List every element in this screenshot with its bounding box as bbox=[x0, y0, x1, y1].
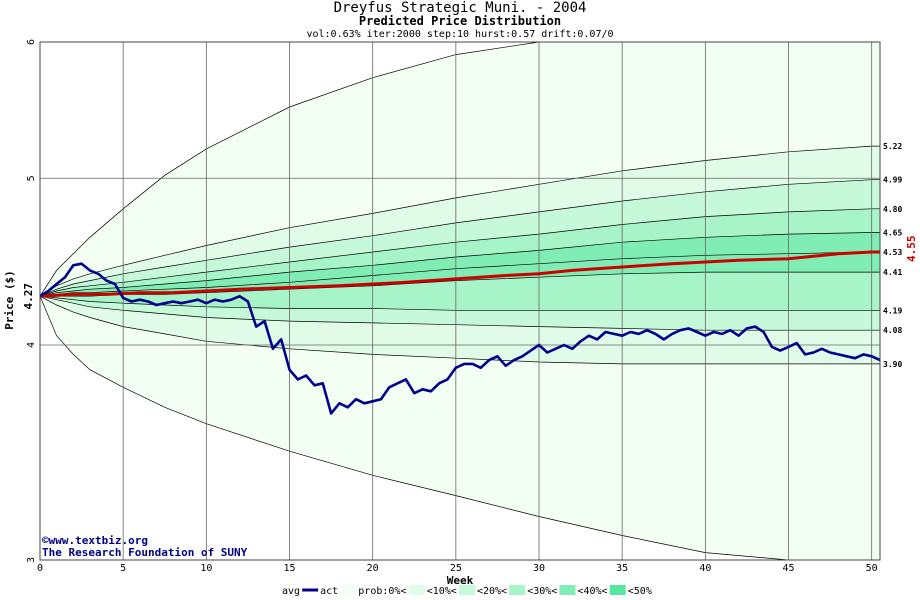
x-tick-0: 0 bbox=[37, 563, 43, 574]
chart-subtitle: Predicted Price Distribution bbox=[359, 14, 561, 28]
legend-label-4: <20%< bbox=[477, 586, 507, 597]
x-tick-25: 25 bbox=[450, 563, 462, 574]
percentile-label-1: 4.99 bbox=[883, 176, 902, 185]
x-tick-15: 15 bbox=[283, 563, 295, 574]
band-lower-3 bbox=[40, 272, 880, 311]
x-axis-label: Week bbox=[447, 574, 474, 587]
percentile-line-4 bbox=[40, 232, 880, 297]
percentile-label-8: 3.90 bbox=[883, 360, 902, 369]
x-tick-10: 10 bbox=[200, 563, 212, 574]
x-tick-5: 5 bbox=[120, 563, 126, 574]
band-upper-0 bbox=[40, 42, 880, 297]
legend-swatch-3 bbox=[408, 585, 425, 595]
percentile-label-5: 4.41 bbox=[883, 268, 902, 277]
y-tick-4: 4 bbox=[26, 342, 37, 348]
chart-params: vol:0.63% iter:2000 step:10 hurst:0.57 d… bbox=[306, 29, 613, 40]
percentile-line-10 bbox=[40, 296, 880, 560]
percentile-line-8 bbox=[40, 295, 880, 331]
credit-line-1: ©www.textbiz.org bbox=[42, 534, 148, 547]
legend-label-3: <10%< bbox=[427, 586, 457, 597]
y-axis-label: Price ($) bbox=[3, 270, 16, 330]
band-lower-2 bbox=[40, 296, 880, 331]
percentile-labels: 5.22 4.99 4.80 4.65 4.53 4.41 4.19 4.08 3.90 bbox=[883, 142, 902, 369]
legend-label-1: act bbox=[320, 586, 338, 597]
x-tick-35: 35 bbox=[616, 563, 628, 574]
credit-line-2: The Research Foundation of SUNY bbox=[42, 546, 248, 559]
x-tick-labels: 0 5 10 15 20 25 30 35 40 45 50 bbox=[37, 563, 878, 574]
percentile-label-7: 4.08 bbox=[883, 326, 902, 335]
x-tick-40: 40 bbox=[699, 563, 711, 574]
percentile-line-2 bbox=[40, 179, 880, 297]
probability-bands bbox=[40, 42, 880, 560]
percentile-label-6: 4.19 bbox=[883, 306, 902, 315]
x-tick-45: 45 bbox=[782, 563, 794, 574]
percentile-line-7 bbox=[40, 295, 880, 311]
end-price-label: 4.55 bbox=[905, 235, 918, 262]
percentile-line-0 bbox=[40, 42, 880, 297]
percentile-label-0: 5.22 bbox=[883, 142, 902, 151]
percentile-lines bbox=[40, 42, 880, 560]
legend-label-5: <30%< bbox=[527, 586, 557, 597]
legend-label-7: <50% bbox=[628, 586, 652, 597]
chart-title: Dreyfus Strategic Muni. - 2004 bbox=[334, 0, 587, 16]
percentile-line-1 bbox=[40, 145, 880, 297]
band-upper-1 bbox=[40, 146, 880, 297]
legend-label-0: avg bbox=[282, 586, 300, 597]
legend-swatch-7 bbox=[609, 585, 626, 595]
y-tick-3: 3 bbox=[26, 557, 37, 563]
percentile-line-3 bbox=[40, 208, 880, 297]
legend-swatch-2 bbox=[340, 585, 357, 595]
x-tick-50: 50 bbox=[866, 563, 878, 574]
avg-line bbox=[40, 250, 880, 298]
percentile-line-9 bbox=[40, 295, 880, 365]
legend-swatch-5 bbox=[509, 585, 526, 595]
percentile-label-2: 4.80 bbox=[883, 205, 902, 214]
percentile-label-4: 4.53 bbox=[883, 248, 902, 257]
percentile-line-5 bbox=[40, 251, 880, 297]
legend-label-2: prob:0%< bbox=[358, 586, 406, 597]
y-tick-6: 6 bbox=[26, 39, 37, 45]
plot-frame bbox=[39, 41, 881, 561]
start-price-label: 4.27 bbox=[22, 283, 35, 310]
x-tick-30: 30 bbox=[533, 563, 545, 574]
band-lower-1 bbox=[40, 296, 880, 364]
legend-label-6: <40%< bbox=[577, 586, 607, 597]
x-tick-20: 20 bbox=[367, 563, 379, 574]
legend: avg act prob:0%< <10%< <20%< <30%< <40%< <50% bbox=[282, 585, 652, 597]
band-lower-0 bbox=[40, 296, 880, 560]
y-tick-5: 5 bbox=[26, 175, 37, 181]
percentile-label-3: 4.65 bbox=[883, 229, 902, 238]
legend-swatch-4 bbox=[458, 585, 475, 595]
act-line bbox=[40, 262, 880, 415]
band-upper-4 bbox=[40, 232, 880, 297]
series bbox=[40, 250, 880, 415]
band-upper-2 bbox=[40, 179, 880, 297]
band-upper-3 bbox=[40, 208, 880, 297]
legend-swatch-6 bbox=[559, 585, 576, 595]
y-tick-labels: 3 4 5 6 bbox=[26, 39, 37, 563]
